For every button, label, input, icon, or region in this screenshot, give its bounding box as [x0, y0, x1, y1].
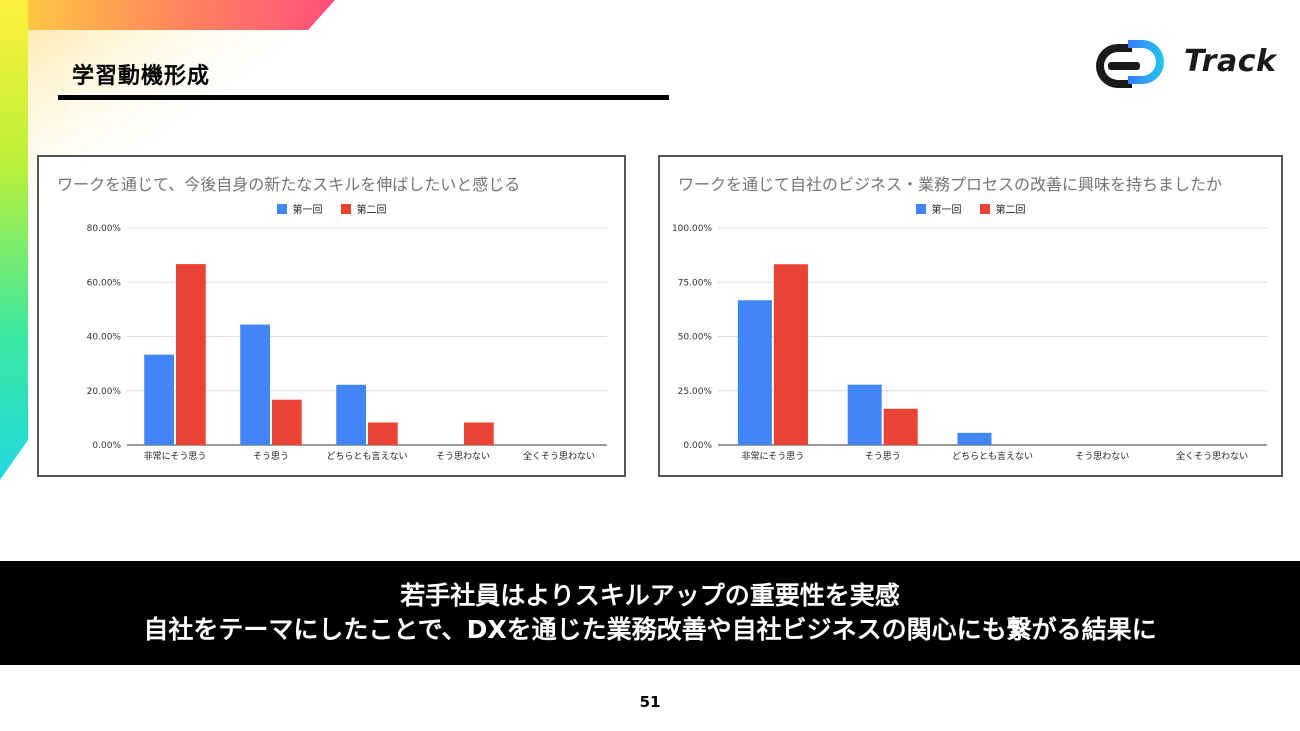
y-tick-label: 20.00% — [87, 387, 122, 397]
bar-series1 — [847, 384, 882, 445]
y-tick-label: 0.00% — [92, 441, 121, 451]
bar-series2 — [272, 399, 302, 445]
bar-series2 — [176, 264, 206, 445]
legend-item-series1: 第一回 — [276, 201, 323, 216]
x-tick-label: そう思わない — [436, 451, 490, 462]
legend-label: 第二回 — [356, 205, 387, 216]
chart-legend: 第一回 第二回 — [39, 201, 624, 216]
logo-text: Track — [1184, 44, 1277, 79]
y-tick-label: 75.00% — [678, 278, 713, 288]
y-tick-label: 80.00% — [87, 224, 122, 234]
bar-series1 — [957, 432, 992, 445]
x-tick-label: どちらとも言えない — [952, 450, 1033, 462]
chart-business-interest: ワークを通じて自社のビジネス・業務プロセスの改善に興味を持ちましたか 第一回 第… — [658, 155, 1283, 477]
legend-item-series1: 第一回 — [915, 201, 962, 216]
x-tick-label: どちらとも言えない — [326, 450, 407, 462]
banner-line-1: 若手社員はよりスキルアップの重要性を実感 — [400, 581, 900, 610]
chart-skill-growth: ワークを通じて、今後自身の新たなスキルを伸ばしたいと感じる 第一回 第二回 0.… — [37, 155, 626, 477]
legend-swatch-series2 — [979, 203, 990, 214]
track-logo-icon — [1096, 40, 1164, 88]
legend-label: 第一回 — [931, 205, 962, 216]
chart-title: ワークを通じて、今後自身の新たなスキルを伸ばしたいと感じる — [57, 175, 521, 194]
conclusion-banner: 若手社員はよりスキルアップの重要性を実感 自社をテーマにしたことで、DXを通じた… — [0, 561, 1300, 665]
y-tick-label: 60.00% — [87, 278, 122, 288]
x-tick-label: 全くそう思わない — [1176, 450, 1248, 462]
legend-label: 第二回 — [995, 205, 1026, 216]
legend-item-series2: 第二回 — [979, 201, 1026, 216]
legend-label: 第一回 — [292, 205, 323, 216]
banner-line-2: 自社をテーマにしたことで、DXを通じた業務改善や自社ビジネスの関心にも繋がる結果… — [143, 615, 1157, 644]
y-tick-label: 50.00% — [678, 333, 713, 343]
chart-plot: 0.00% 25.00% 50.00% 75.00% 100.00% 非常にそう思う そう思… — [672, 224, 1267, 462]
bar-series2 — [368, 422, 398, 445]
x-tick-label: 非常にそう思う — [144, 450, 207, 462]
x-tick-label: そう思う — [865, 451, 901, 462]
legend-item-series2: 第二回 — [340, 201, 387, 216]
chart-plot: 0.00% 20.00% 40.00% 60.00% 80.00% 非常にそう思う そう思う… — [87, 224, 607, 462]
legend-swatch-series1 — [915, 203, 926, 214]
x-tick-label: そう思わない — [1075, 451, 1129, 462]
legend-swatch-series2 — [340, 203, 351, 214]
bar-series1 — [336, 384, 366, 445]
bar-series1 — [144, 354, 174, 445]
y-tick-label: 100.00% — [672, 224, 712, 234]
y-tick-label: 40.00% — [87, 333, 122, 343]
bar-series2 — [464, 422, 494, 445]
bar-series2 — [773, 264, 808, 445]
page-title: 学習動機形成 — [72, 64, 211, 89]
chart-title: ワークを通じて自社のビジネス・業務プロセスの改善に興味を持ちましたか — [678, 175, 1223, 194]
y-tick-label: 0.00% — [683, 441, 712, 451]
x-tick-label: そう思う — [253, 451, 289, 462]
page-number: 51 — [639, 693, 661, 711]
bar-series1 — [240, 324, 270, 445]
chart-legend: 第一回 第二回 — [660, 201, 1281, 216]
x-tick-label: 全くそう思わない — [523, 450, 595, 462]
x-tick-label: 非常にそう思う — [741, 450, 804, 462]
bar-series1 — [737, 300, 772, 445]
legend-swatch-series1 — [276, 203, 287, 214]
y-tick-label: 25.00% — [678, 387, 713, 397]
bar-series2 — [883, 408, 918, 445]
title-underline — [58, 95, 669, 100]
